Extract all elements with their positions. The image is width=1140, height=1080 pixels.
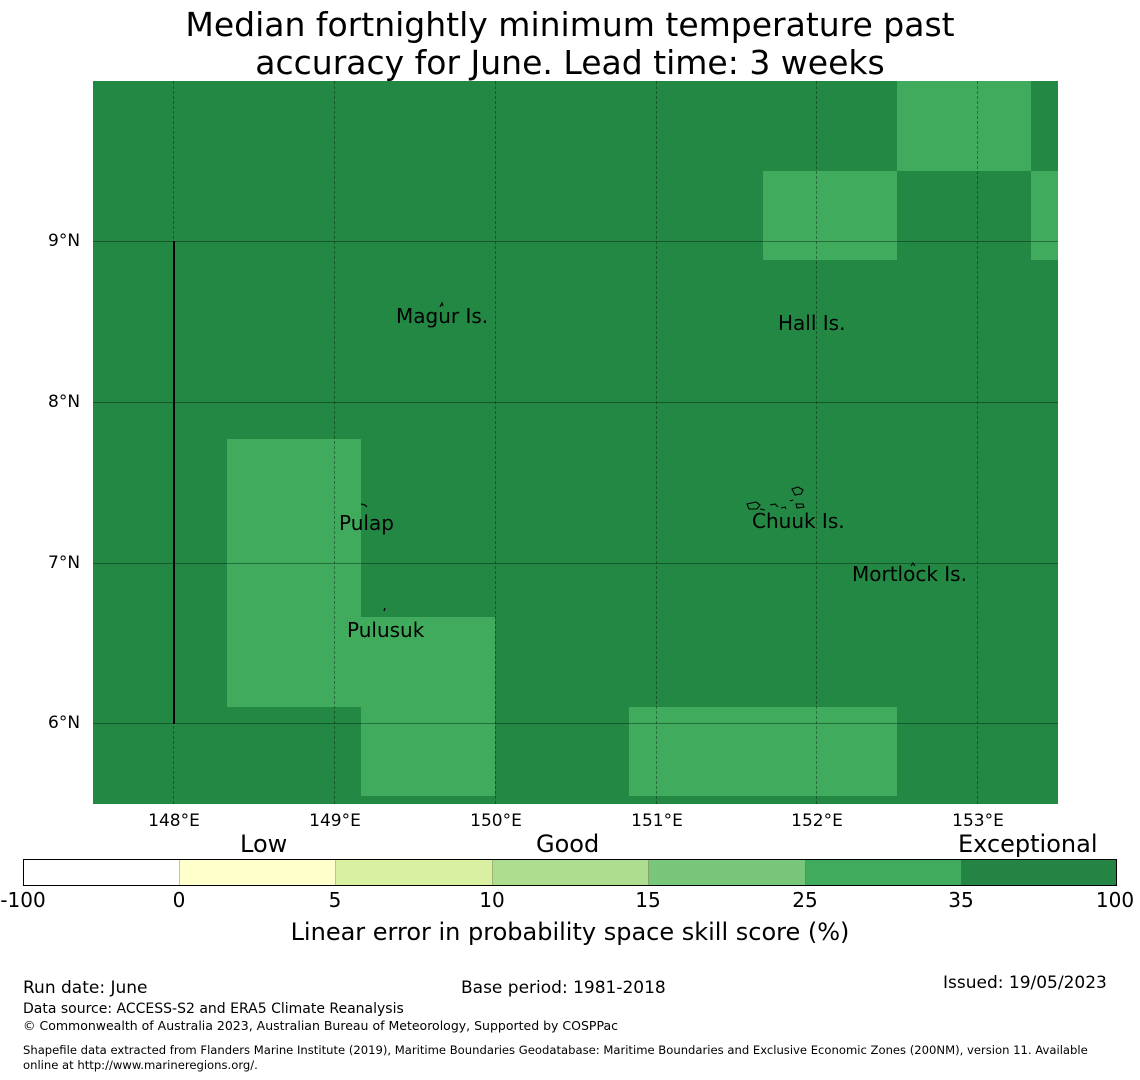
- x-tick-label: 152°E: [791, 811, 843, 831]
- place-label-pulusuk: Pulusuk: [347, 618, 425, 642]
- issued-date: Issued: 19/05/2023: [943, 973, 1107, 993]
- pulap-island-shape: [360, 503, 368, 508]
- title-line-2: accuracy for June. Lead time: 3 weeks: [255, 43, 885, 82]
- pulusuk-island-shape: [383, 607, 386, 612]
- coastline-layer: [173, 241, 916, 724]
- place-label-pulap: Pulap: [339, 511, 394, 535]
- x-tick-label: 148°E: [148, 811, 200, 831]
- colorbar-tick: 15: [635, 888, 661, 912]
- title-line-1: Median fortnightly minimum temperature p…: [185, 5, 955, 44]
- map-cell: [763, 171, 897, 260]
- skill-score-map: Magur Is. Hall Is. Pulap Chuuk Is. Mortl…: [93, 81, 1058, 804]
- shapefile-credit-line-2: online at http://www.marineregions.org/.: [23, 1058, 258, 1072]
- x-tick-label: 149°E: [309, 811, 361, 831]
- colorbar-tick: 35: [948, 888, 974, 912]
- x-tick-label: 150°E: [470, 811, 522, 831]
- x-tick-label: 153°E: [952, 811, 1004, 831]
- y-tick-label: 7°N: [48, 553, 81, 573]
- latitude-gridline: [93, 723, 1058, 724]
- colorbar-category-good: Good: [536, 830, 600, 858]
- colorbar-label: Linear error in probability space skill …: [290, 918, 850, 946]
- map-cell: [629, 707, 897, 796]
- colorbar-segment: [336, 860, 493, 885]
- colorbar-tick: 5: [328, 888, 342, 912]
- place-label-mortlock: Mortlock Is.: [852, 562, 967, 586]
- colorbar-category-exceptional: Exceptional: [958, 830, 1098, 858]
- longitude-gridline: [334, 81, 335, 804]
- colorbar-segment: [493, 860, 649, 885]
- data-source: Data source: ACCESS-S2 and ERA5 Climate …: [23, 1001, 404, 1017]
- colorbar: [23, 859, 1117, 886]
- longitude-gridline: [977, 81, 978, 804]
- latitude-gridline: [93, 241, 1058, 242]
- latitude-gridline: [93, 563, 1058, 564]
- colorbar-segment: [24, 860, 180, 885]
- colorbar-segment: [180, 860, 336, 885]
- shapefile-credit-line-1: Shapefile data extracted from Flanders M…: [23, 1043, 1088, 1057]
- colorbar-segment: [649, 860, 806, 885]
- map-cell: [897, 81, 1031, 171]
- colorbar-segment: [806, 860, 962, 885]
- latitude-gridline: [93, 402, 1058, 403]
- copyright: © Commonwealth of Australia 2023, Austra…: [23, 1018, 618, 1033]
- colorbar-tick: 0: [172, 888, 186, 912]
- magur-island-shape: [439, 301, 444, 308]
- chuuk-island-shapes: [746, 486, 805, 511]
- place-label-magur: Magur Is.: [396, 304, 489, 328]
- longitude-gridline: [816, 81, 817, 804]
- y-tick-label: 9°N: [48, 231, 81, 251]
- colorbar-tick: 25: [792, 888, 818, 912]
- run-date: Run date: June: [23, 978, 148, 998]
- x-tick-label: 151°E: [631, 811, 683, 831]
- y-tick-label: 6°N: [48, 713, 81, 733]
- base-period: Base period: 1981-2018: [461, 978, 666, 998]
- y-tick-label: 8°N: [48, 392, 81, 412]
- colorbar-tick: 10: [479, 888, 505, 912]
- mortlock-island-shape: [910, 562, 916, 567]
- place-label-chuuk: Chuuk Is.: [752, 509, 845, 533]
- map-cell: [227, 439, 361, 707]
- colorbar-segment: [962, 860, 1116, 885]
- map-cell: [1031, 171, 1058, 260]
- place-label-hall: Hall Is.: [778, 311, 846, 335]
- map-cell: [361, 617, 495, 796]
- colorbar-tick: 100: [1095, 888, 1135, 912]
- longitude-gridline: [656, 81, 657, 804]
- colorbar-tick: -100: [0, 888, 46, 912]
- map-title: Median fortnightly minimum temperature p…: [0, 6, 1140, 82]
- colorbar-category-low: Low: [240, 830, 288, 858]
- longitude-gridline: [495, 81, 496, 804]
